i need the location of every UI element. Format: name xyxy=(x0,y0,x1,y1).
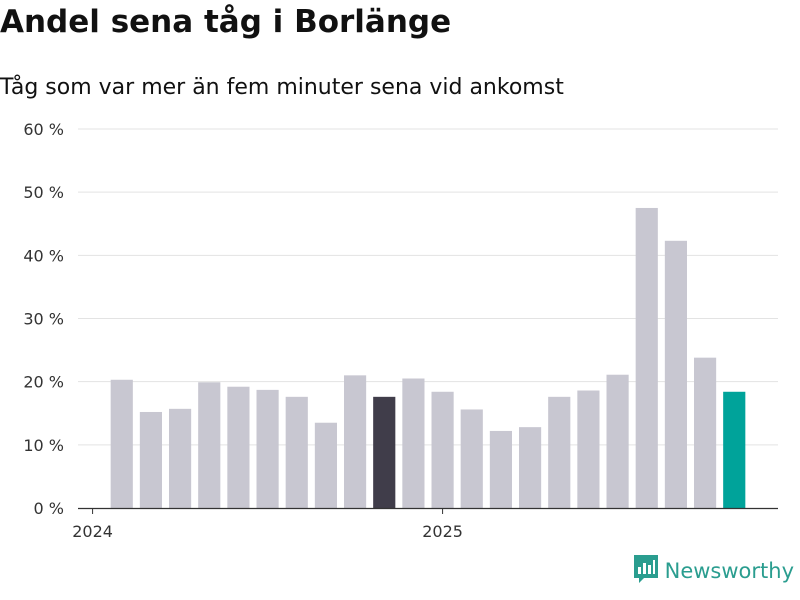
y-tick-label: 10 % xyxy=(23,436,64,455)
bar-chart: 0 % 10 % 20 % 30 % 40 % 50 % 60 % 2024 2025 xyxy=(23,120,778,541)
bar xyxy=(344,375,367,508)
bars xyxy=(110,207,746,509)
x-tick-label: 2025 xyxy=(422,522,463,541)
bar xyxy=(548,396,571,508)
bar xyxy=(110,379,133,508)
x-tick-label: 2024 xyxy=(72,522,113,541)
bar xyxy=(256,389,279,508)
bar xyxy=(460,409,483,508)
bar xyxy=(373,396,396,508)
bar xyxy=(606,374,629,508)
bar xyxy=(577,390,600,508)
newsworthy-logo-icon xyxy=(633,554,659,588)
bar xyxy=(139,411,162,508)
y-tick-label: 0 % xyxy=(34,499,64,518)
grid-lines xyxy=(78,128,778,446)
chart-title: Andel sena tåg i Borlänge xyxy=(0,4,452,40)
bar xyxy=(489,430,512,508)
bar xyxy=(314,422,337,508)
x-axis-ticks: 2024 2025 xyxy=(72,508,463,541)
chart-subtitle: Tåg som var mer än fem minuter sena vid … xyxy=(0,75,564,100)
bar xyxy=(694,357,717,508)
bar xyxy=(635,207,658,509)
bar xyxy=(169,408,192,508)
y-tick-label: 60 % xyxy=(23,120,64,139)
bar xyxy=(198,382,221,508)
brand-name: Newsworthy xyxy=(664,559,794,583)
y-tick-label: 30 % xyxy=(23,310,64,329)
bar xyxy=(285,396,308,508)
bar xyxy=(402,378,425,508)
bar xyxy=(664,240,687,508)
y-tick-label: 40 % xyxy=(23,246,64,265)
brand-logo: Newsworthy xyxy=(633,554,794,588)
y-tick-label: 50 % xyxy=(23,183,64,202)
bar xyxy=(723,391,746,508)
y-tick-label: 20 % xyxy=(23,373,64,392)
y-axis-ticks: 0 % 10 % 20 % 30 % 40 % 50 % 60 % xyxy=(23,120,64,518)
bar xyxy=(227,386,250,508)
bar xyxy=(431,391,454,508)
bar xyxy=(519,427,542,508)
